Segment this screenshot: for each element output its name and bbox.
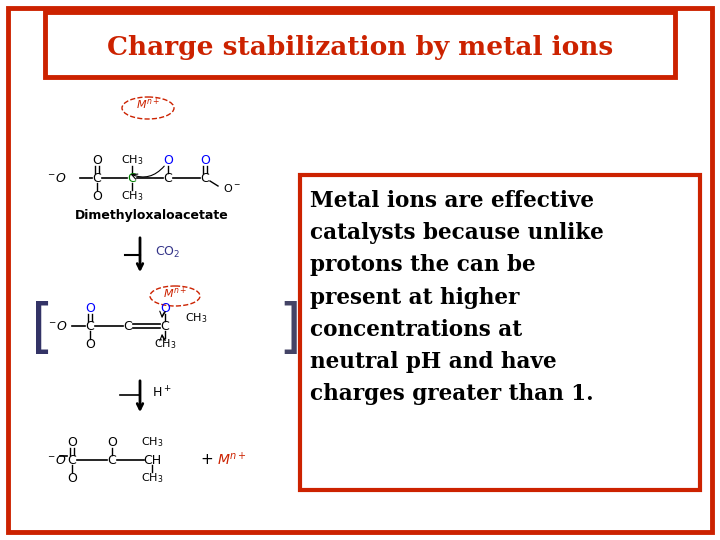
Text: CO$_2$: CO$_2$ — [155, 245, 180, 260]
Text: CH: CH — [143, 454, 161, 467]
Text: $M^{n+}$: $M^{n+}$ — [217, 451, 247, 469]
Text: O: O — [92, 153, 102, 166]
Text: C: C — [163, 172, 172, 185]
Text: +: + — [201, 453, 213, 468]
Text: C: C — [127, 172, 136, 185]
Text: C: C — [124, 320, 132, 333]
Bar — [300, 175, 700, 490]
Text: $M^{n+}$: $M^{n+}$ — [163, 285, 187, 301]
Text: $^-\!O$: $^-\!O$ — [47, 172, 67, 185]
Text: C: C — [86, 320, 94, 333]
Text: Metal ions are effective
catalysts because unlike
protons the can be
present at : Metal ions are effective catalysts becau… — [310, 190, 604, 405]
Text: CH$_3$: CH$_3$ — [140, 471, 163, 485]
Text: O$^-$: O$^-$ — [223, 182, 241, 194]
Text: C: C — [68, 454, 76, 467]
Text: CH$_3$: CH$_3$ — [154, 337, 176, 351]
Text: C: C — [93, 172, 102, 185]
Text: ]: ] — [279, 301, 302, 359]
Bar — [45, 12, 675, 77]
Text: Dimethyloxaloacetate: Dimethyloxaloacetate — [75, 208, 229, 221]
Text: O: O — [92, 190, 102, 202]
Text: CH$_3$: CH$_3$ — [121, 153, 143, 167]
Text: CH$_3$: CH$_3$ — [185, 311, 207, 325]
Text: CH$_3$: CH$_3$ — [121, 189, 143, 203]
Text: C: C — [161, 320, 169, 333]
Text: O: O — [85, 301, 95, 314]
Text: $^-\!O$: $^-\!O$ — [47, 454, 67, 467]
Text: C: C — [107, 454, 117, 467]
Text: O: O — [107, 435, 117, 449]
Text: C: C — [201, 172, 210, 185]
Text: O: O — [160, 301, 170, 314]
Text: $^-\!O$: $^-\!O$ — [48, 320, 68, 333]
Text: CH$_3$: CH$_3$ — [140, 435, 163, 449]
Text: O: O — [85, 338, 95, 350]
Text: O: O — [67, 471, 77, 484]
Text: $M^{n+}$: $M^{n+}$ — [136, 96, 161, 112]
Text: O: O — [67, 435, 77, 449]
Text: H$^+$: H$^+$ — [152, 386, 171, 401]
Text: O: O — [200, 153, 210, 166]
Text: Charge stabilization by metal ions: Charge stabilization by metal ions — [107, 35, 613, 59]
Text: [: [ — [31, 301, 53, 359]
Text: O: O — [163, 153, 173, 166]
